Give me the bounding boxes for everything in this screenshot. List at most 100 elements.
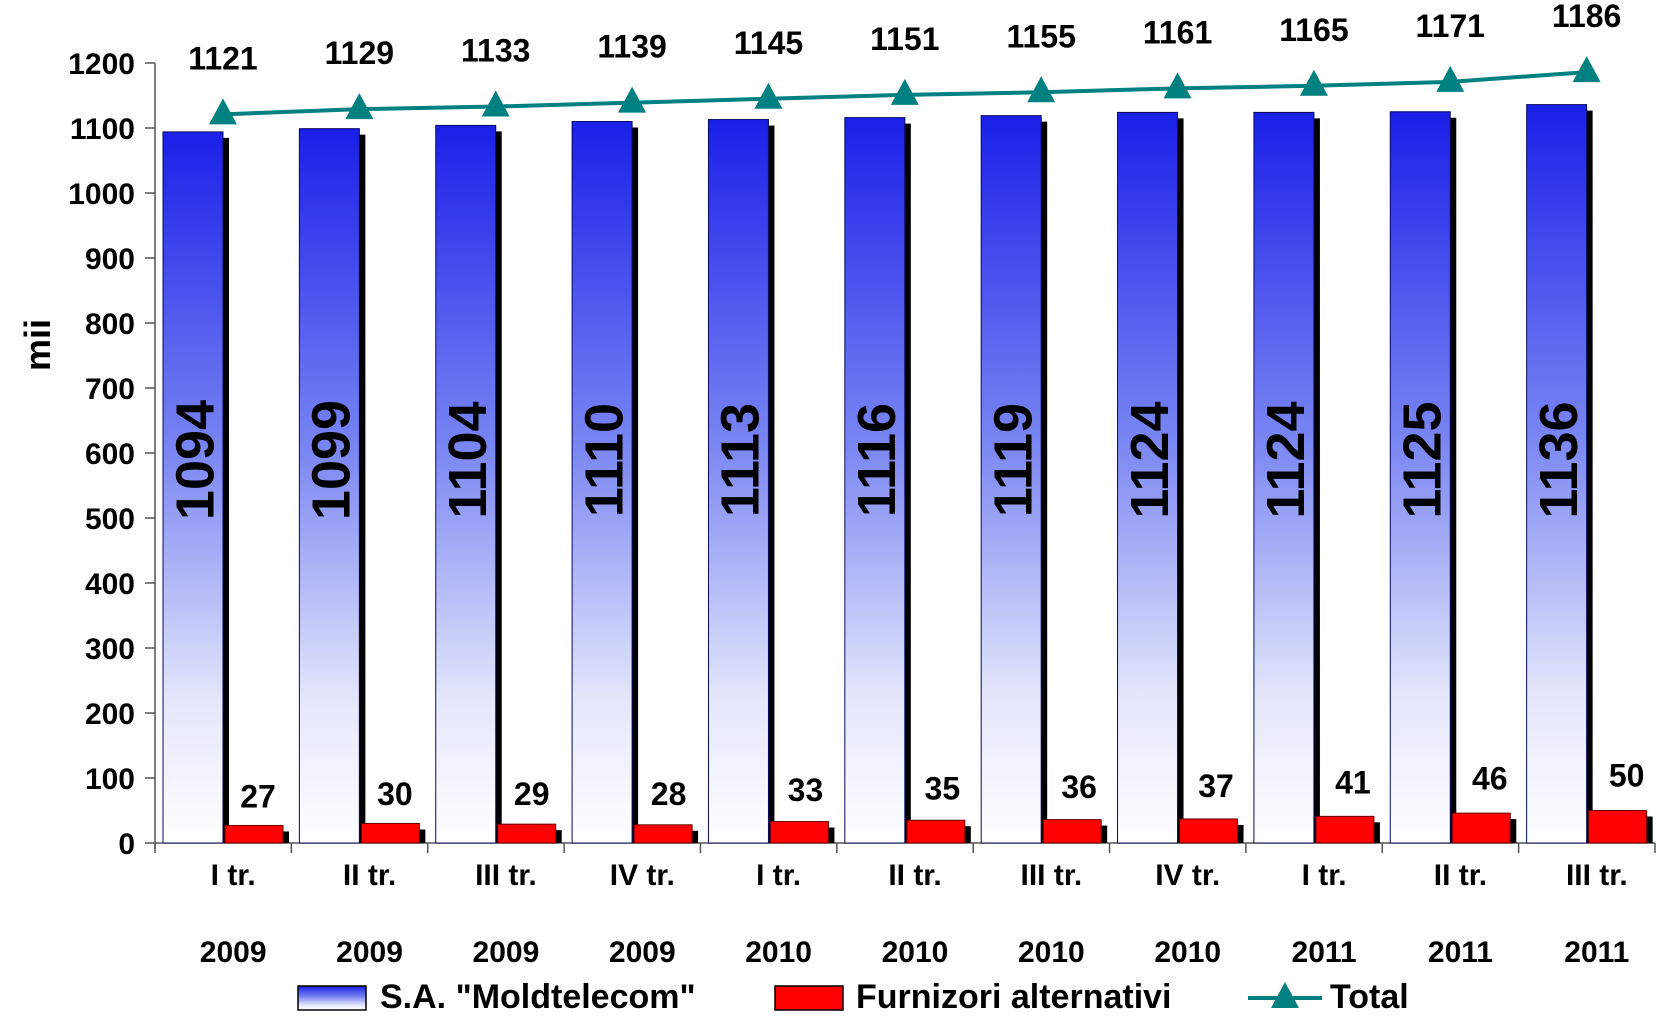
bar-alternativi <box>769 821 829 844</box>
x-tick-label: 2009 <box>200 936 267 969</box>
axes: 0 100 200 300 400 500 600 700 800 900 1000 1100 1200… <box>17 48 1656 969</box>
total-value-label: 1145 <box>734 25 803 61</box>
y-tick-label: 500 <box>85 503 135 536</box>
bar-value-label: 1099 <box>302 400 362 520</box>
total-point <box>618 86 647 113</box>
x-tick-label: 2009 <box>609 936 676 969</box>
total-point <box>209 98 237 125</box>
bar-alternativi <box>1042 819 1102 844</box>
y-tick-label: 700 <box>85 373 135 406</box>
x-tick-label: III tr. <box>1566 859 1628 892</box>
x-tick-label: II tr. <box>1434 859 1487 892</box>
bar-value-label: 41 <box>1335 765 1371 801</box>
y-tick-label: 1100 <box>70 113 135 146</box>
x-tick-label: 2010 <box>1154 936 1221 969</box>
total-value-label: 1129 <box>325 35 394 71</box>
y-tick-label: 600 <box>85 438 135 471</box>
bar-alternativi <box>1588 810 1648 844</box>
total-value-label: 1121 <box>188 40 257 76</box>
bar-value-label: 36 <box>1061 769 1097 805</box>
total-point <box>1027 76 1056 103</box>
legend: S.A. "Moldtelecom" Furnizori alternativi T… <box>297 978 1409 1016</box>
x-tick-label: 2010 <box>1018 936 1085 969</box>
bar-moldtelecom <box>980 115 1042 844</box>
bar-moldtelecom <box>435 124 497 844</box>
bar-moldtelecom <box>162 131 224 844</box>
total-value-label: 1186 <box>1552 0 1621 34</box>
legend-swatch-alternativi <box>774 985 844 1011</box>
bar-value-label: 46 <box>1472 761 1508 797</box>
bar-value-label: 1110 <box>574 403 634 517</box>
bar-value-label: 33 <box>788 772 824 808</box>
bar-value-label: 35 <box>925 770 961 806</box>
x-tick-label: 2009 <box>473 936 540 969</box>
total-point <box>1436 65 1465 92</box>
bar-moldtelecom <box>1389 111 1451 844</box>
bar-moldtelecom <box>571 121 633 844</box>
bar-alternativi <box>360 823 420 844</box>
bar-value-label: 27 <box>240 778 276 814</box>
bar-value-label: 1124 <box>1256 401 1316 518</box>
x-tick-label: I tr. <box>211 859 256 892</box>
total-point <box>754 82 783 109</box>
total-value-label: 1151 <box>870 21 939 57</box>
legend-label-alternativi: Furnizori alternativi <box>856 978 1172 1016</box>
bar-moldtelecom <box>1117 111 1179 844</box>
bar-moldtelecom <box>707 119 769 844</box>
bar-alternativi <box>224 824 284 844</box>
legend-swatch-moldtelecom <box>297 985 367 1011</box>
bar-moldtelecom <box>298 128 360 844</box>
bar-value-label: 1104 <box>438 401 498 518</box>
bar-moldtelecom <box>1526 104 1588 844</box>
bars <box>162 104 1653 844</box>
bar-value-label: 1113 <box>711 403 771 517</box>
x-tick-label: 2009 <box>336 936 403 969</box>
x-tick-label: 2011 <box>1428 936 1493 969</box>
y-tick-label: 200 <box>85 698 135 731</box>
x-tick-label: 2011 <box>1292 936 1357 969</box>
total-point <box>1163 72 1192 99</box>
total-point <box>1572 56 1601 83</box>
total-value-label: 1139 <box>597 29 666 65</box>
total-point <box>481 90 510 117</box>
x-tick-label: II tr. <box>888 859 941 892</box>
total-point <box>1299 69 1328 96</box>
y-tick-label: 300 <box>85 633 135 666</box>
total-point <box>345 93 374 120</box>
total-line <box>209 56 1601 125</box>
y-tick-label: 100 <box>85 763 135 796</box>
x-tick-label: 2011 <box>1564 936 1629 969</box>
legend-marker-total <box>1271 982 1299 1008</box>
bar-alternativi <box>906 819 966 844</box>
y-axis-title: mii <box>17 319 58 371</box>
x-tick-label: IV tr. <box>1155 859 1220 892</box>
bar-value-label: 1125 <box>1393 401 1453 518</box>
total-value-label: 1171 <box>1416 8 1485 44</box>
x-tick-label: 2010 <box>745 936 812 969</box>
y-tick-label: 400 <box>85 568 135 601</box>
y-tick-label: 800 <box>85 308 135 341</box>
x-tick-label: III tr. <box>1021 859 1083 892</box>
bar-moldtelecom <box>844 117 906 844</box>
x-tick-label: III tr. <box>475 859 537 892</box>
bar-value-label: 50 <box>1609 758 1645 794</box>
total-value-label: 1161 <box>1143 14 1212 50</box>
x-tick-label: I tr. <box>756 859 801 892</box>
bar-alternativi <box>633 824 693 844</box>
bar-alternativi <box>1179 818 1239 844</box>
bar-moldtelecom <box>1253 111 1315 844</box>
bar-alternativi <box>1315 815 1375 844</box>
legend-label-total: Total <box>1330 978 1409 1016</box>
legend-label-moldtelecom: S.A. "Moldtelecom" <box>380 978 696 1016</box>
bar-alternativi <box>497 823 557 844</box>
bar-alternativi <box>1451 812 1511 844</box>
x-tick-label: 2010 <box>882 936 949 969</box>
bar-value-label: 1124 <box>1120 401 1180 518</box>
bar-value-label: 1116 <box>847 403 907 517</box>
data-labels: 1094 27 1099 30 1104 29 1110 28 1113 33 1116 35 1119… <box>165 0 1644 814</box>
bar-value-label: 1136 <box>1529 401 1589 518</box>
bar-value-label: 30 <box>377 776 413 812</box>
bar-value-label: 37 <box>1198 768 1234 804</box>
